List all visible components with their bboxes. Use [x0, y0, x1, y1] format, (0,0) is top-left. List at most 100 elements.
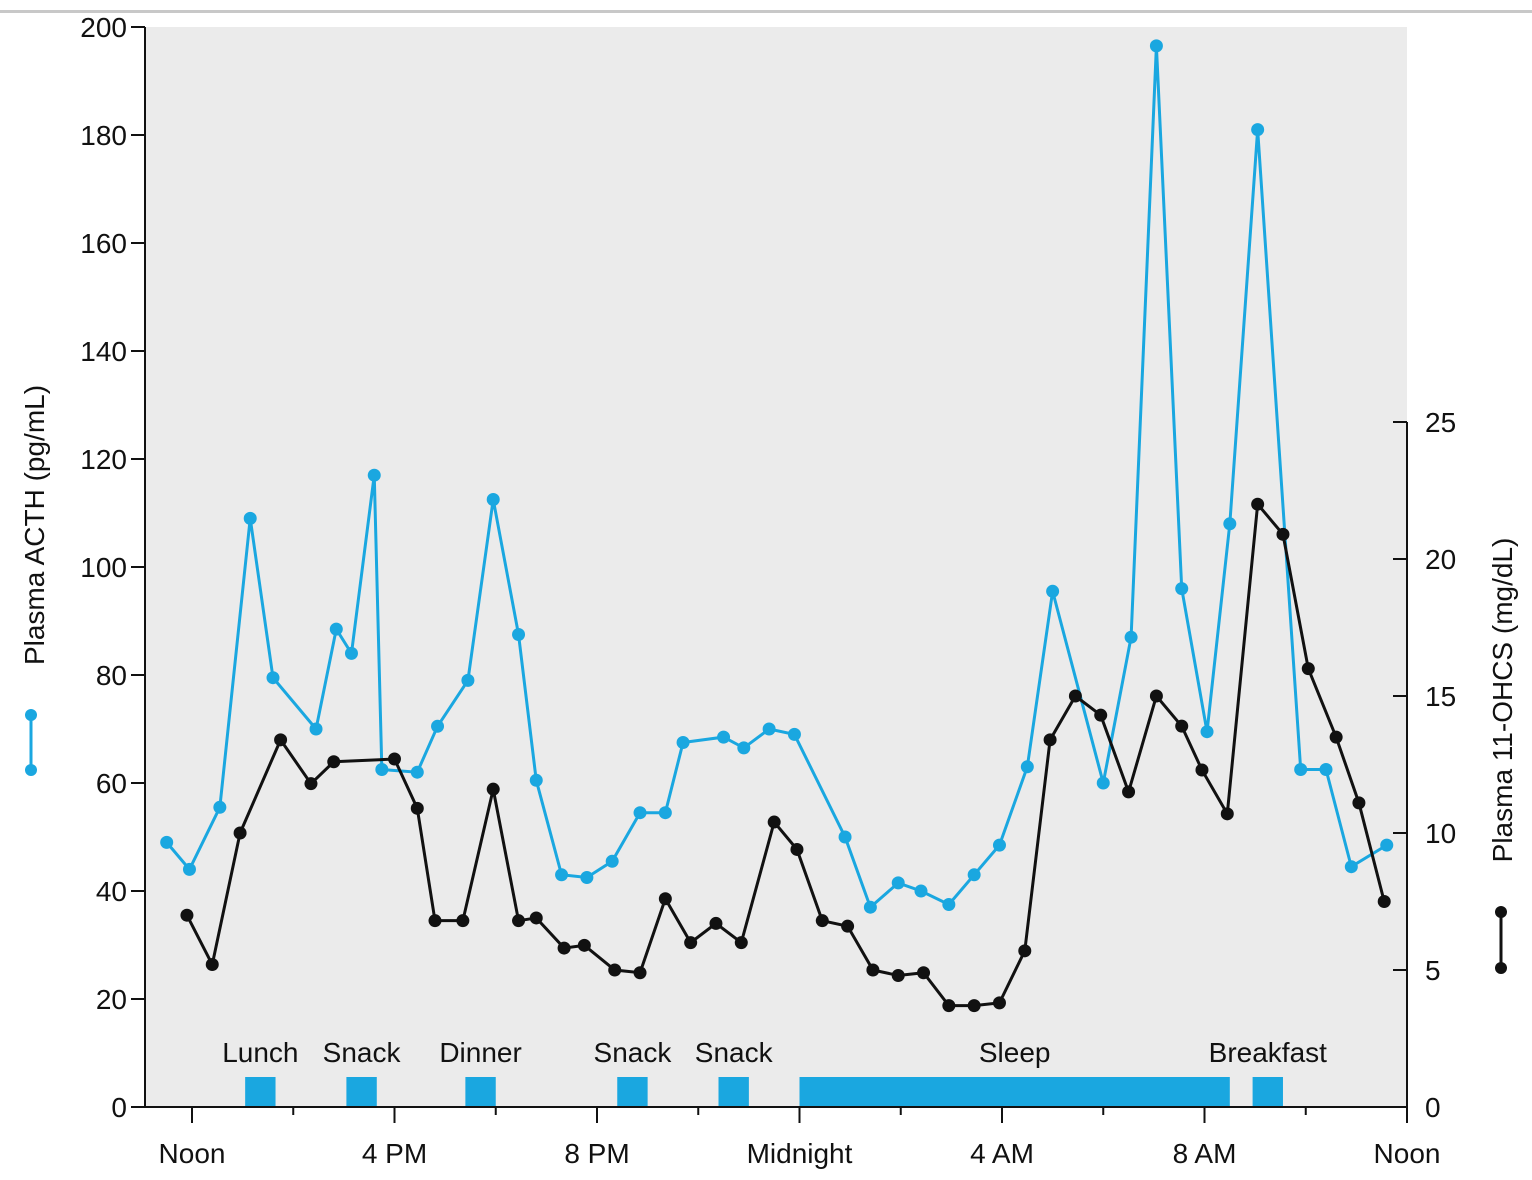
data-point-ohcs [709, 916, 723, 930]
data-point-ohcs [1094, 708, 1108, 722]
data-point-acth [1046, 584, 1060, 598]
data-point-acth [1294, 763, 1308, 776]
data-point-ohcs [815, 914, 829, 928]
data-point-acth [1020, 760, 1034, 774]
data-point-ohcs [410, 801, 424, 815]
data-point-ohcs [486, 782, 500, 796]
data-point-acth [1380, 838, 1394, 852]
data-point-ohcs [1068, 689, 1082, 703]
top-border [0, 0, 1532, 13]
data-point-ohcs [633, 966, 647, 980]
left-tick-label: 80 [96, 660, 127, 691]
right-tick-label: 0 [1425, 1092, 1441, 1123]
data-point-ohcs [942, 999, 956, 1013]
x-tick-label: 8 PM [564, 1138, 629, 1169]
x-tick-label: 8 AM [1173, 1138, 1237, 1169]
right-tick-label: 5 [1425, 955, 1441, 986]
left-tick-label: 60 [96, 768, 127, 799]
right-tick-label: 15 [1425, 681, 1456, 712]
data-point-acth [1344, 860, 1358, 874]
event-bar [799, 1077, 1230, 1107]
event-label: Breakfast [1209, 1037, 1327, 1068]
left-axis-title: Plasma ACTH (pg/mL) [19, 385, 50, 665]
data-point-acth [160, 835, 174, 849]
left-tick-label: 100 [80, 552, 127, 583]
data-point-ohcs [790, 842, 804, 856]
data-point-ohcs [866, 963, 880, 977]
series [160, 39, 1394, 1013]
data-point-ohcs [233, 826, 247, 840]
left-tick-label: 140 [80, 336, 127, 367]
data-point-ohcs [512, 914, 526, 928]
left-tick-label: 120 [80, 444, 127, 475]
event-label: Snack [323, 1037, 402, 1068]
x-tick-label: Noon [1374, 1138, 1441, 1169]
x-tick-label: Noon [159, 1138, 226, 1169]
event-bar [346, 1077, 377, 1107]
data-point-ohcs [327, 755, 341, 769]
data-point-ohcs [180, 908, 194, 922]
data-point-ohcs [1043, 733, 1057, 747]
data-point-acth [676, 736, 690, 749]
data-point-acth [863, 900, 877, 914]
data-point-acth [529, 773, 543, 787]
event-label: Dinner [439, 1037, 521, 1068]
left-tick-label: 180 [80, 120, 127, 151]
data-point-acth [367, 468, 381, 482]
data-point-acth [1200, 725, 1214, 739]
data-point-ohcs [1352, 796, 1366, 810]
event-label: Sleep [979, 1037, 1051, 1068]
data-point-acth [1149, 39, 1163, 53]
data-point-acth [737, 741, 751, 755]
data-point-acth [942, 898, 956, 911]
data-point-ohcs [841, 919, 855, 933]
series-line-acth [165, 45, 1388, 910]
event-bar [245, 1077, 276, 1107]
left-tick-label: 20 [96, 984, 127, 1015]
data-point-ohcs [1195, 763, 1209, 777]
data-point-ohcs [1301, 662, 1315, 676]
data-point-acth [838, 830, 852, 844]
x-tick-label: 4 AM [970, 1138, 1034, 1169]
data-point-ohcs [529, 911, 543, 925]
right-tick-label: 20 [1425, 544, 1456, 575]
plot-area [145, 27, 1407, 1107]
data-point-acth [182, 862, 196, 876]
event-label: Snack [594, 1037, 673, 1068]
right-tick-label: 25 [1425, 407, 1456, 438]
data-point-acth [266, 671, 280, 685]
data-point-acth [633, 806, 647, 820]
data-point-ohcs [1122, 785, 1136, 799]
series-line-ohcs [185, 500, 1386, 1008]
data-point-ohcs [608, 963, 622, 977]
data-point-ohcs [917, 966, 931, 980]
data-point-acth [717, 730, 731, 744]
data-point-ohcs [577, 938, 591, 952]
data-point-ohcs [767, 815, 781, 829]
data-point-acth [1223, 517, 1237, 531]
data-point-acth [344, 646, 358, 660]
data-point-acth [891, 876, 905, 890]
data-point-ohcs [1220, 807, 1234, 821]
left-tick-label: 0 [111, 1092, 127, 1123]
data-point-acth [213, 800, 227, 814]
left-tick-label: 40 [96, 876, 127, 907]
data-point-acth [486, 493, 500, 506]
data-point-ohcs [1329, 730, 1343, 744]
data-point-acth [1319, 763, 1333, 776]
data-point-acth [580, 871, 594, 884]
data-point-acth [512, 628, 526, 641]
event-bars: Lunch Snack Dinner Snack Snack Sleep Breakfast [222, 1037, 1327, 1107]
event-bar [718, 1077, 749, 1107]
event-label: Snack [695, 1037, 774, 1068]
data-point-acth [410, 765, 424, 779]
data-point-acth [762, 722, 776, 736]
data-point-acth [431, 719, 445, 733]
data-point-acth [1096, 776, 1110, 790]
data-point-acth [914, 884, 928, 898]
data-point-ohcs [304, 777, 318, 791]
data-point-acth [461, 673, 475, 687]
data-point-acth [992, 838, 1006, 852]
data-point-acth [329, 622, 343, 636]
